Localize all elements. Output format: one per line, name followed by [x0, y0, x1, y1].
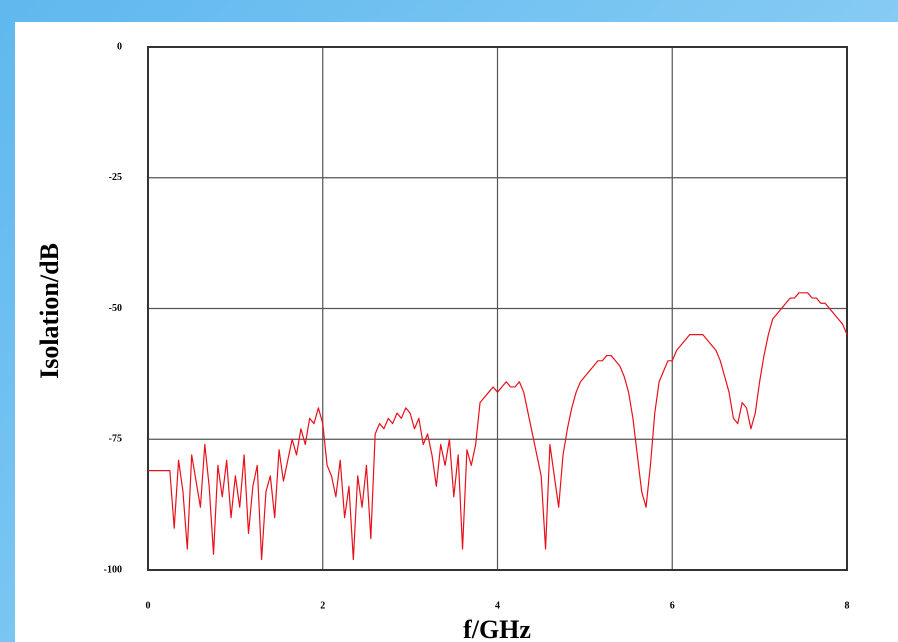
x-tick-label: 6 [670, 600, 675, 611]
x-tick-label: 2 [320, 600, 325, 611]
x-tick-label: 4 [495, 600, 500, 611]
y-tick-label: -25 [109, 172, 122, 183]
x-tick-label: 0 [146, 600, 151, 611]
y-tick-label: 0 [117, 41, 122, 52]
data-line [148, 292, 848, 561]
y-tick-label: -100 [104, 564, 122, 575]
y-axis-label: Isolation/dB [35, 243, 64, 379]
y-tick-label: -75 [109, 434, 122, 445]
panel [15, 22, 898, 642]
y-tick-label: -50 [109, 303, 122, 314]
x-tick-label: 8 [845, 600, 850, 611]
x-axis-label: f/GHz [463, 615, 531, 642]
plot-frame [147, 46, 848, 571]
